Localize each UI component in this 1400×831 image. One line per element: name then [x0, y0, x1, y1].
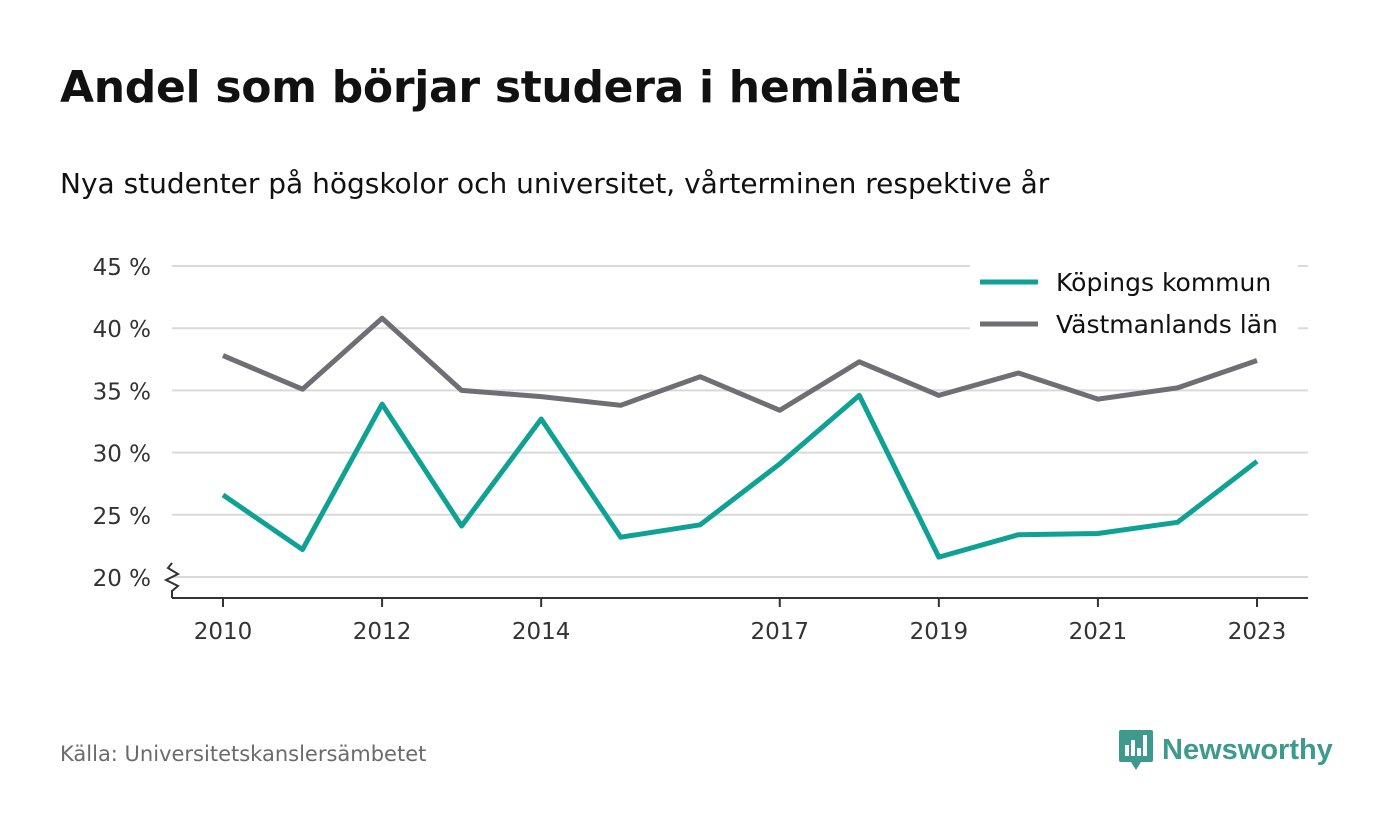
- legend-background: [970, 263, 1298, 347]
- newsworthy-logo-icon: [1119, 730, 1153, 770]
- y-axis-break-icon: [163, 562, 181, 598]
- line-chart: 20 %25 %30 %35 %40 %45 % 2010 2012 2014 201…: [93, 255, 1308, 645]
- series-line-kopings-kommun: [221, 392, 1259, 560]
- chart-title: Andel som börjar studera i hemlänet: [60, 62, 961, 113]
- brand-name: Newsworthy: [1162, 733, 1333, 766]
- brand-logo[interactable]: Newsworthy: [1118, 728, 1333, 772]
- legend-label: Köpings kommun: [1056, 268, 1271, 297]
- y-tick-label: 20 %: [93, 566, 151, 592]
- chart-subtitle: Nya studenter på högskolor och universit…: [60, 167, 1050, 200]
- legend: Köpings kommun Västmanlands län: [970, 263, 1298, 347]
- y-tick-label: 25 %: [93, 504, 151, 530]
- x-tick-label: 2010: [194, 619, 253, 645]
- y-tick-label: 40 %: [93, 317, 151, 343]
- y-axis-ticks: 20 % 25 % 30 % 35 % 40 % 45 %: [93, 255, 151, 592]
- y-tick-label: 45 %: [93, 255, 151, 281]
- y-tick-label: 35 %: [93, 379, 151, 405]
- x-tick-label: 2017: [750, 619, 809, 645]
- series-lines: [221, 315, 1259, 560]
- x-tick-label: 2023: [1228, 619, 1287, 645]
- x-tick-label: 2021: [1069, 619, 1128, 645]
- legend-label: Västmanlands län: [1056, 310, 1278, 339]
- x-tick-label: 2014: [512, 619, 571, 645]
- x-tick-label: 2019: [910, 619, 969, 645]
- x-tick-label: 2012: [353, 619, 412, 645]
- x-axis: 2010 2012 2014 2017 2019 2021 2023: [163, 562, 1308, 645]
- source-note: Källa: Universitetskanslersämbetet: [60, 742, 427, 766]
- series-line-vastmanlands-lan: [222, 315, 1258, 413]
- y-tick-label: 30 %: [93, 442, 151, 468]
